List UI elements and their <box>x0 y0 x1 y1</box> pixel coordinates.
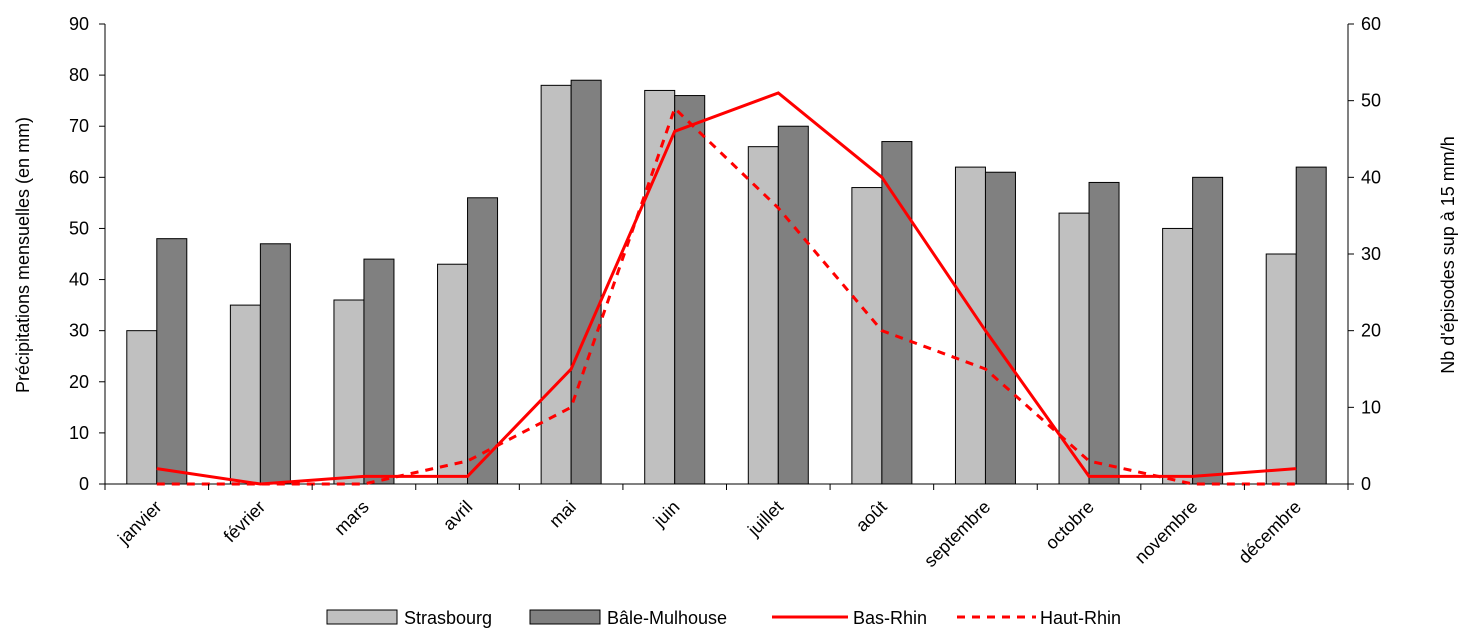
bar-strasbourg <box>1162 227 1194 485</box>
y-tick-label-left: 90 <box>69 14 89 34</box>
y-tick-label-right: 0 <box>1361 474 1371 494</box>
x-tick-label: décembre <box>1234 497 1305 568</box>
x-tick-label: juin <box>649 497 684 532</box>
legend: Strasbourg Bâle-Mulhouse Bas-Rhin Haut-Rhin <box>326 608 1121 628</box>
x-tick-label: février <box>220 497 270 547</box>
bar-strasbourg <box>126 330 158 485</box>
y-tick-label-left: 70 <box>69 116 89 136</box>
bar-bale-mulhouse <box>570 79 602 485</box>
x-tick-label: janvier <box>113 497 165 549</box>
bar-bale-mulhouse <box>674 95 706 485</box>
bar-bale-mulhouse <box>1295 166 1327 485</box>
x-tick-label: mai <box>545 497 580 532</box>
legend-label-bale-mulhouse: Bâle-Mulhouse <box>607 608 727 628</box>
bar-bale-mulhouse <box>1192 176 1224 485</box>
y-tick-label-left: 20 <box>69 372 89 392</box>
bar-strasbourg <box>229 304 261 485</box>
y-tick-label-left: 0 <box>79 474 89 494</box>
y-tick-label-left: 40 <box>69 270 89 290</box>
bar-bale-mulhouse <box>881 141 913 485</box>
y-axis-title-left: Précipitations mensuelles (en mm) <box>13 117 33 393</box>
bars <box>126 79 1327 485</box>
bar-strasbourg <box>540 84 572 485</box>
y-tick-label-right: 60 <box>1361 14 1381 34</box>
line-haut-rhin <box>156 105 1297 486</box>
legend-swatch-bale-mulhouse <box>529 609 601 625</box>
y-tick-label-left: 50 <box>69 218 89 238</box>
bar-bale-mulhouse <box>1088 181 1120 485</box>
bar-bale-mulhouse <box>156 238 188 485</box>
legend-label-strasbourg: Strasbourg <box>404 608 492 628</box>
legend-swatch-strasbourg <box>326 609 398 625</box>
x-tick-label: novembre <box>1131 497 1202 568</box>
y-tick-label-right: 50 <box>1361 91 1381 111</box>
bar-strasbourg <box>1058 212 1090 485</box>
bar-strasbourg <box>747 146 779 485</box>
y-tick-label-left: 80 <box>69 65 89 85</box>
x-tick-label: septembre <box>920 497 994 571</box>
bar-strasbourg <box>851 187 883 485</box>
y-tick-label-right: 30 <box>1361 244 1381 264</box>
bar-bale-mulhouse <box>984 171 1016 485</box>
bar-strasbourg <box>1265 253 1297 485</box>
legend-label-haut-rhin: Haut-Rhin <box>1040 608 1121 628</box>
legend-label-bas-rhin: Bas-Rhin <box>853 608 927 628</box>
line-bas-rhin <box>156 91 1297 486</box>
y-tick-label-right: 20 <box>1361 321 1381 341</box>
x-tick-label: octobre <box>1041 497 1098 554</box>
bar-bale-mulhouse <box>467 197 499 485</box>
y-tick-label-right: 40 <box>1361 167 1381 187</box>
x-tick-label: avril <box>439 497 476 534</box>
x-tick-label: août <box>852 497 891 536</box>
x-tick-label: juillet <box>743 497 787 541</box>
bar-bale-mulhouse <box>777 125 809 485</box>
axes <box>104 24 1349 485</box>
y-tick-label-right: 10 <box>1361 397 1381 417</box>
lines <box>156 91 1297 486</box>
bar-strasbourg <box>333 299 365 485</box>
bar-strasbourg <box>644 89 676 485</box>
y-tick-label-left: 30 <box>69 321 89 341</box>
bar-bale-mulhouse <box>363 258 395 485</box>
y-tick-label-left: 60 <box>69 167 89 187</box>
bar-strasbourg <box>437 263 469 485</box>
x-tick-label: mars <box>330 497 372 539</box>
y-tick-label-left: 10 <box>69 423 89 443</box>
bar-bale-mulhouse <box>259 243 291 485</box>
y-axis-title-right: Nb d'épisodes sup à 15 mm/h <box>1438 136 1458 374</box>
